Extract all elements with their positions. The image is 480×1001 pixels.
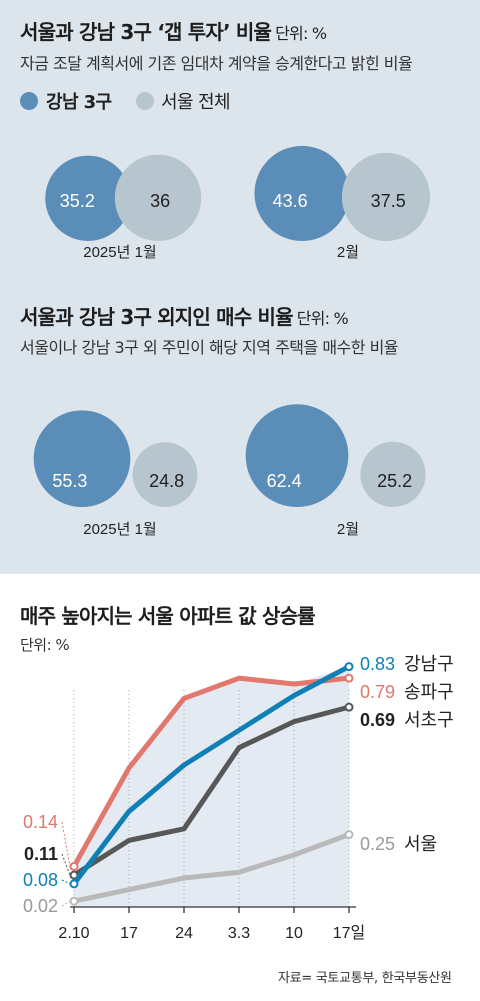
end-label-value-강남구: 0.83	[360, 654, 395, 674]
bubble-category-0: 2025년 1월	[83, 521, 156, 538]
bubble-1-b	[360, 441, 426, 507]
gap-investment-title: 서울과 강남 3구 ‘갭 투자’ 비율 단위: %	[20, 16, 327, 45]
bubble-1-a	[254, 145, 350, 241]
series-marker-서울-0	[69, 896, 79, 906]
legend-label-gangnam: 강남 3구	[46, 92, 112, 113]
end-label-name-강남구: 강남구	[404, 654, 454, 674]
end-label-value-서울: 0.25	[360, 834, 395, 854]
series-marker-송파구-5	[344, 673, 354, 683]
gap-investment-subtitle: 자금 조달 계획서에 기존 임대차 계약을 승계한다고 밝힌 비율	[20, 54, 413, 73]
series-line-서울	[71, 832, 352, 904]
outsider-purchase-subtitle: 서울이나 강남 3구 외 주민이 해당 지역 주택을 매수한 비율	[20, 338, 399, 357]
bubble-0-b	[132, 442, 198, 507]
bubble-0-a	[33, 410, 131, 507]
bubble-0-b	[114, 154, 202, 241]
series-marker-서울-5	[344, 830, 354, 840]
x-tick-label-3: 3.3	[228, 925, 250, 942]
bubble-value-0-a: 55.3	[52, 471, 87, 491]
series-marker-강남구-0	[69, 879, 79, 889]
series-marker-서초구-5	[344, 702, 354, 712]
start-leader-서울	[61, 900, 71, 907]
series-line-강남구	[71, 664, 352, 887]
gap-investment-title-text: 서울과 강남 3구 ‘갭 투자’ 비율	[20, 20, 272, 44]
bubble-1-b	[341, 152, 431, 241]
x-tick-label-2: 24	[175, 925, 193, 942]
bubble-value-1-a: 43.6	[273, 191, 308, 211]
x-tick-label-1: 17	[120, 925, 138, 942]
gap-investment-bubble-chart: 35.2 36 2025년 1월 43.6 37.5 2월	[45, 145, 431, 261]
series-marker-송파구-0	[69, 861, 79, 871]
price-chart-unit: 단위: %	[20, 636, 70, 654]
start-label-서울: 0.02	[23, 896, 58, 916]
price-chart-title: 매주 높아지는 서울 아파트 값 상승률	[20, 604, 316, 628]
legend-label-seoul: 서울 전체	[161, 92, 231, 113]
bubble-value-1-b: 25.2	[377, 471, 412, 491]
bubble-category-1: 2월	[337, 521, 359, 538]
bubble-value-1-b: 37.5	[371, 191, 406, 211]
outsider-purchase-title-text: 서울과 강남 3구 외지인 매수 비율	[20, 305, 294, 329]
start-leader-강남구	[61, 879, 71, 885]
bubble-0-a	[45, 155, 131, 241]
price-line-chart: 2.10 17 24 3.3 10 17일 0.08 0.14 0.11 0.02 0.83 강남구 0…	[23, 654, 454, 942]
start-leader-송파구	[61, 821, 71, 867]
start-leader-서초구	[61, 853, 71, 876]
bubble-category-1: 2월	[337, 244, 359, 261]
outsider-purchase-unit: 단위: %	[296, 309, 349, 328]
x-tick-label-0: 2.10	[58, 925, 89, 942]
outsider-purchase-bubble-chart: 55.3 24.8 2025년 1월 62.4 25.2 2월	[33, 404, 426, 538]
bubble-category-0: 2025년 1월	[83, 244, 156, 261]
series-marker-강남구-5	[344, 662, 354, 672]
end-label-name-서울: 서울	[404, 834, 437, 854]
start-label-송파구: 0.14	[23, 812, 58, 832]
outsider-purchase-title: 서울과 강남 3구 외지인 매수 비율 단위: %	[20, 301, 349, 330]
bubble-value-1-a: 62.4	[267, 471, 302, 491]
series-line-서초구	[71, 704, 352, 878]
x-tick-label-4: 10	[285, 925, 303, 942]
gap-investment-unit: 단위: %	[275, 24, 327, 43]
bubble-value-0-a: 35.2	[60, 191, 95, 211]
end-label-value-송파구: 0.79	[360, 682, 395, 702]
legend-dot-gangnam	[20, 92, 38, 110]
bubble-value-0-b: 24.8	[149, 471, 184, 491]
end-label-value-서초구: 0.69	[360, 710, 395, 730]
legend-dot-seoul	[136, 92, 154, 110]
end-label-name-송파구: 송파구	[404, 682, 454, 702]
bubble-1-a	[245, 404, 349, 507]
source-note: 자료= 국토교통부, 한국부동산원	[278, 971, 452, 986]
end-label-name-서초구: 서초구	[404, 710, 454, 730]
start-label-강남구: 0.08	[23, 870, 58, 890]
bubble-value-0-b: 36	[150, 191, 170, 211]
series-line-송파구	[71, 675, 352, 869]
start-label-서초구: 0.11	[24, 844, 58, 864]
x-tick-label-5: 17일	[333, 924, 366, 942]
